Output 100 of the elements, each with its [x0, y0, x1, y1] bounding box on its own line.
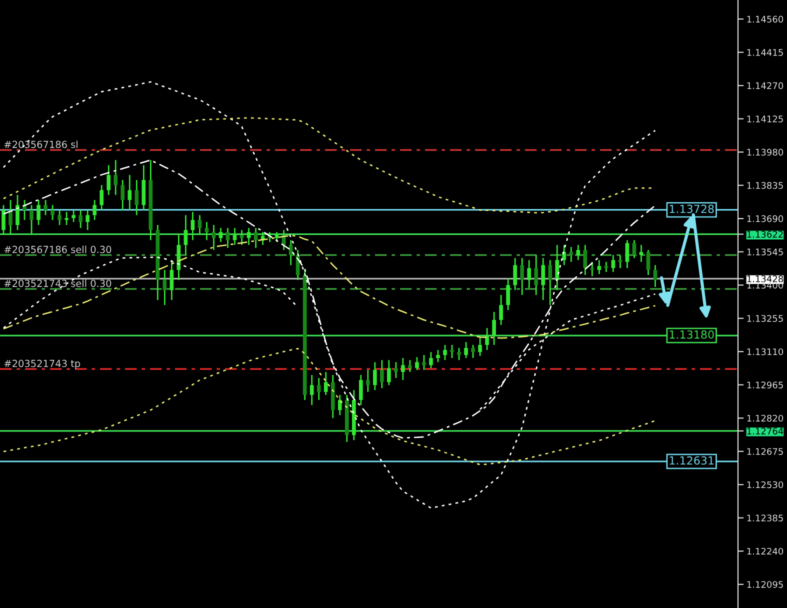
candlestick [548, 259, 552, 306]
candlestick [212, 224, 216, 251]
candlestick [184, 214, 188, 256]
candlestick [226, 227, 230, 249]
candlestick [232, 227, 237, 246]
candlestick [316, 377, 321, 401]
candlestick [471, 344, 475, 359]
ref-line-label: 1.13180 [670, 330, 714, 339]
candlestick [576, 244, 580, 261]
candlestick [366, 369, 370, 393]
candlestick [520, 257, 524, 296]
candlestick [36, 199, 40, 226]
y-tick-label: 1.13110 [747, 348, 784, 356]
candlestick [72, 209, 76, 223]
candlestick [246, 227, 251, 246]
candlestick [92, 199, 97, 221]
y-tick-label: 1.12385 [747, 514, 783, 522]
candlestick [646, 249, 650, 276]
candlestick [492, 311, 496, 346]
candlestick [170, 259, 174, 301]
y-tick-label: 1.13428 [747, 275, 784, 282]
candlestick [44, 199, 48, 216]
candlestick [555, 244, 560, 291]
candlestick [324, 371, 328, 396]
candlestick [86, 209, 90, 231]
y-tick-label: 1.14560 [747, 16, 784, 23]
y-tick-label: 1.14270 [747, 82, 784, 90]
line-series [2, 81, 656, 509]
candlestick [114, 159, 118, 196]
candlestick [380, 359, 384, 389]
candlestick [562, 244, 566, 266]
ref-line-label: #203567186 sell 0.30 [4, 246, 112, 254]
candlestick [58, 209, 62, 226]
candlestick [120, 179, 125, 211]
candlestick [401, 357, 405, 381]
y-tick-label: 1.12965 [747, 382, 783, 388]
y-tick-label: 1.13980 [747, 148, 784, 156]
candlestick [429, 351, 433, 369]
candlestick [464, 341, 468, 359]
candlestick [64, 211, 68, 226]
candlestick [387, 359, 391, 386]
candlestick [639, 244, 644, 263]
candlestick [310, 374, 314, 406]
y-tick-label: 1.12675 [747, 448, 783, 455]
candlestick [569, 246, 574, 263]
y-tick-label: 1.12820 [747, 414, 784, 422]
candlestick [198, 214, 202, 236]
y-tick-label: 1.13690 [747, 215, 784, 222]
candlestick [288, 239, 293, 266]
candlestick [415, 356, 419, 371]
y-tick-label: 1.13622 [747, 230, 783, 238]
candlestick [372, 361, 377, 391]
candlestick [597, 259, 602, 275]
candlestick [583, 244, 588, 276]
candlestick [128, 174, 132, 211]
y-tick-label: 1.12530 [747, 481, 784, 488]
candlestick [394, 361, 398, 379]
candlestick [190, 211, 195, 241]
candlestick [590, 261, 594, 277]
candlestick [2, 204, 6, 236]
candlestick [506, 277, 510, 311]
y-tick-label: 1.12240 [747, 548, 784, 555]
y-tick-label: 1.14125 [747, 116, 783, 122]
y-tick-label: 1.13835 [747, 182, 783, 189]
ref-line-label: #203567186 sl [4, 140, 78, 148]
candlestick [30, 204, 34, 236]
ref-line-label: 1.12631 [670, 456, 714, 465]
candlestick [534, 254, 538, 296]
candlestick [457, 347, 461, 361]
candlestick [254, 227, 258, 249]
candlestick [618, 254, 622, 269]
candlestick [653, 264, 658, 288]
y-tick-label: 1.13545 [747, 248, 783, 256]
candlestick [632, 239, 636, 259]
ref-line-label: 1.13728 [670, 204, 714, 214]
y-tick-label: 1.14415 [747, 49, 783, 56]
candlestick [162, 269, 167, 306]
ref-line-label: #203521743 tp [4, 360, 80, 370]
candlestick [240, 229, 244, 246]
candlestick [422, 354, 426, 371]
candlestick [296, 249, 300, 281]
candlestick [358, 374, 363, 406]
candlestick [485, 327, 489, 351]
candlestick [8, 199, 12, 236]
y-tick-label: 1.12095 [747, 581, 783, 588]
candlestick [338, 394, 342, 416]
candlestick [443, 344, 447, 361]
candlestick [436, 349, 440, 363]
candlestick [274, 231, 279, 243]
candlestick [100, 184, 104, 211]
candlestick [450, 344, 454, 359]
candlestick [499, 294, 503, 326]
candlestick [408, 359, 412, 373]
candlestick [78, 209, 83, 229]
candlestick [134, 179, 139, 216]
candlestick [106, 164, 111, 196]
candlestick [478, 337, 482, 357]
candlestick [541, 257, 546, 301]
y-tick-label: 1.12764 [747, 428, 784, 434]
candlestick [527, 259, 532, 289]
